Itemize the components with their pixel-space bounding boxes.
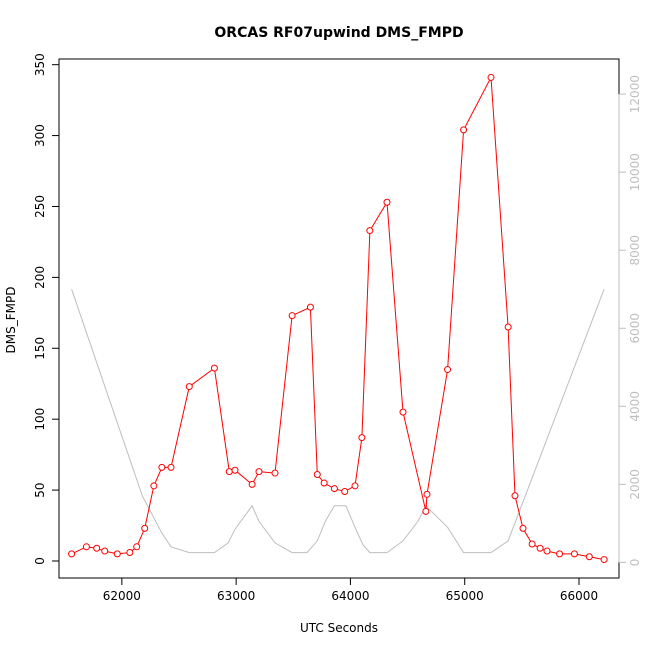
- y2-tick-label: 6000: [628, 313, 642, 344]
- x-tick-label: 64000: [331, 589, 369, 603]
- dms-point: [444, 366, 452, 374]
- y2-tick-label: 10000: [628, 153, 642, 191]
- y2-tick-label: 4000: [628, 391, 642, 422]
- dms-point: [313, 470, 321, 478]
- y-tick-label: 350: [33, 53, 47, 76]
- dms-point: [519, 524, 527, 532]
- dms-point: [271, 469, 279, 477]
- dms-point: [330, 485, 338, 493]
- dms-point: [422, 507, 430, 515]
- y-tick-label: 100: [33, 408, 47, 431]
- dms-point: [68, 550, 76, 558]
- y-tick-label: 300: [33, 124, 47, 147]
- dms-point: [358, 434, 366, 442]
- right-y-axis: 0 2000 4000 6000 8000 10000 12000: [618, 75, 642, 567]
- dms-point: [133, 543, 141, 551]
- dms-point: [351, 482, 359, 490]
- dms-point: [93, 544, 101, 552]
- x-tick-label: 63000: [217, 589, 255, 603]
- dms-point: [487, 73, 495, 81]
- dms-point: [141, 524, 149, 532]
- dms-point: [423, 490, 431, 498]
- dms-point: [585, 553, 593, 561]
- y-axis-title: DMS_FMPD: [4, 287, 18, 354]
- left-y-axis: 0 50 100 150 200 250 300 350: [33, 53, 60, 565]
- dms-point: [383, 198, 391, 206]
- dms-point: [543, 547, 551, 555]
- y-tick-label: 250: [33, 195, 47, 218]
- dms-point: [528, 540, 536, 548]
- dms-point: [556, 550, 564, 558]
- dms-point: [341, 488, 349, 495]
- dms-point: [248, 480, 256, 488]
- x-tick-label: 65000: [446, 589, 484, 603]
- y-tick-label: 150: [33, 337, 47, 360]
- chart-title: ORCAS RF07upwind DMS_FMPD: [214, 25, 463, 41]
- dms-point: [288, 312, 296, 320]
- dms-point: [167, 463, 175, 471]
- dms-point: [210, 364, 218, 372]
- dms-point: [126, 548, 134, 556]
- dms-point: [113, 550, 121, 558]
- y2-tick-label: 8000: [628, 235, 642, 266]
- dms-point: [158, 463, 166, 471]
- dms-point: [536, 544, 544, 552]
- y-tick-label: 200: [33, 266, 47, 289]
- dms-point: [399, 408, 407, 416]
- dms-point: [185, 383, 193, 391]
- x-axis-title: UTC Seconds: [300, 621, 378, 635]
- x-tick-label: 62000: [103, 589, 141, 603]
- series-layer: [68, 73, 608, 564]
- plot-frame: [58, 58, 620, 579]
- dms-point: [225, 468, 233, 476]
- x-tick-label: 66000: [560, 589, 598, 603]
- dms-point: [570, 550, 578, 558]
- y-tick-label: 0: [33, 557, 47, 565]
- dms-line: [71, 75, 605, 561]
- dms-point: [504, 323, 512, 331]
- y2-tick-label: 2000: [628, 469, 642, 500]
- dms-point: [101, 547, 109, 555]
- dms-point: [511, 492, 519, 500]
- dms-point: [231, 466, 239, 474]
- dms-point: [320, 479, 328, 487]
- dms-point: [366, 227, 374, 235]
- dms-point: [255, 468, 263, 476]
- altitude-line: [71, 289, 605, 554]
- dms-point: [460, 126, 468, 134]
- dms-point: [306, 303, 314, 311]
- dms-point: [150, 482, 158, 490]
- y2-tick-label: 12000: [628, 75, 642, 113]
- dms-point: [600, 556, 608, 564]
- dms-point: [82, 543, 90, 551]
- x-axis: 62000 63000 64000 65000 66000: [103, 577, 598, 603]
- y-tick-label: 50: [33, 482, 47, 497]
- y2-tick-label: 0: [628, 559, 642, 567]
